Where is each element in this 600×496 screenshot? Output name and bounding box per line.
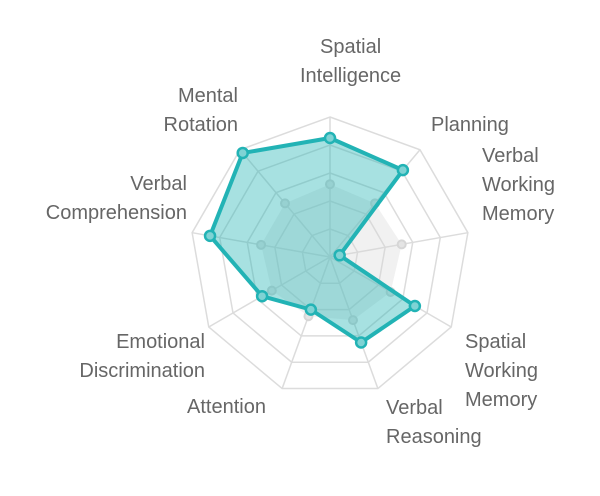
spoke xyxy=(281,256,331,389)
radar-point xyxy=(256,239,267,250)
radar-point xyxy=(396,163,410,177)
radar-point xyxy=(203,229,217,243)
radar-point xyxy=(280,198,291,209)
axis-label: Emotional Discrimination xyxy=(79,331,206,382)
grid-ring xyxy=(191,116,469,390)
radar-point xyxy=(354,336,368,349)
grid-ring xyxy=(301,228,359,285)
radar-point xyxy=(347,315,358,326)
grid-ring xyxy=(274,200,386,311)
axis-label: Verbal Reasoning xyxy=(386,397,482,448)
axis-label: Attention xyxy=(187,396,266,418)
grid-ring xyxy=(218,144,442,363)
axis-label: Planning xyxy=(431,114,509,136)
radar-point xyxy=(304,303,318,316)
axis-label: Spatial Intelligence xyxy=(300,36,402,87)
radar-point xyxy=(325,179,335,190)
axis-label: Verbal Working Memory xyxy=(482,145,555,225)
radar-point xyxy=(236,146,249,160)
radar-point xyxy=(266,285,277,296)
axis-label: Verbal Comprehension xyxy=(45,173,187,224)
radar-point xyxy=(408,299,422,313)
axis-label: Spatial Working Memory xyxy=(465,331,538,411)
radar-point xyxy=(396,239,407,250)
axis-label: Mental Rotation xyxy=(163,85,239,136)
radar-point xyxy=(333,249,346,262)
radar-point xyxy=(323,131,337,145)
radar-point xyxy=(255,289,269,303)
grid-ring xyxy=(246,172,414,337)
